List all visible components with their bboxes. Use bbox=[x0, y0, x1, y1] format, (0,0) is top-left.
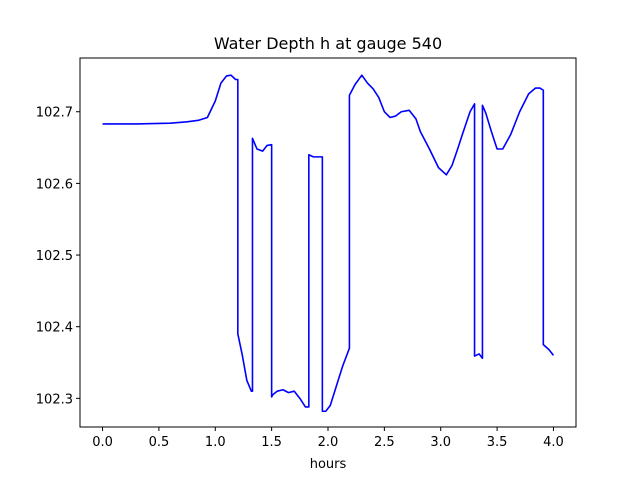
x-axis-ticks: 0.0 0.5 1.0 1.5 2.0 2.5 3.0 3.5 4.0 bbox=[92, 427, 564, 450]
y-tick-label: 102.4 bbox=[36, 321, 73, 336]
x-tick-label: 4.0 bbox=[543, 435, 564, 450]
y-tick-label: 102.5 bbox=[36, 249, 73, 264]
x-tick-label: 1.5 bbox=[261, 435, 282, 450]
x-tick-label: 1.0 bbox=[205, 435, 226, 450]
chart-title: Water Depth h at gauge 540 bbox=[214, 34, 442, 53]
plot-area bbox=[80, 58, 576, 427]
x-tick-label: 0.5 bbox=[149, 435, 170, 450]
x-tick-label: 0.0 bbox=[92, 435, 113, 450]
y-axis-ticks: 102.3 102.4 102.5 102.6 102.7 bbox=[36, 106, 80, 408]
y-tick-label: 102.6 bbox=[36, 177, 73, 192]
x-tick-label: 3.0 bbox=[430, 435, 451, 450]
chart: Water Depth h at gauge 540 0.0 0.5 1.0 1.5 2… bbox=[0, 0, 640, 480]
x-tick-label: 3.5 bbox=[487, 435, 508, 450]
x-tick-label: 2.0 bbox=[318, 435, 339, 450]
x-axis-label: hours bbox=[310, 457, 347, 472]
y-tick-label: 102.3 bbox=[36, 392, 73, 407]
y-tick-label: 102.7 bbox=[36, 106, 73, 121]
x-tick-label: 2.5 bbox=[374, 435, 395, 450]
